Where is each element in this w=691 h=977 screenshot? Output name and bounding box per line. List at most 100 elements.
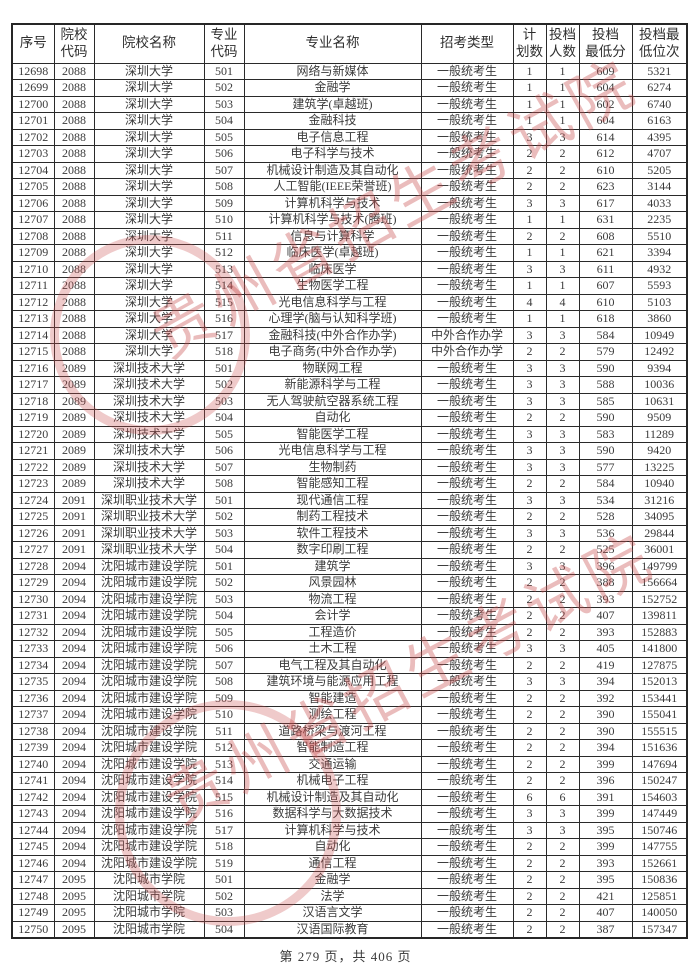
table-cell: 507 <box>203 458 245 476</box>
table-cell: 2 <box>545 475 580 493</box>
table-cell: 2094 <box>53 689 95 707</box>
table-cell: 504 <box>203 541 245 559</box>
table-cell: 一般统考生 <box>420 574 514 592</box>
page-footer: 第 279 页，共 406 页 <box>279 949 412 964</box>
table-cell: 一般统考生 <box>420 887 514 905</box>
table-cell: 智能感知工程 <box>243 475 422 493</box>
table-cell: 风景园林 <box>243 574 422 592</box>
table-cell: 12730 <box>11 590 55 608</box>
table-cell: 深圳技术大学 <box>93 425 205 443</box>
table-cell: 深圳职业技术大学 <box>93 508 205 526</box>
table-cell: 12492 <box>631 343 688 361</box>
table-cell: 508 <box>203 673 245 691</box>
table-row: 12750 2095 沈阳城市学院 504 汉语国际教育 一般统考生 2 2 387 157347 <box>11 920 688 938</box>
table-cell: 2088 <box>53 211 95 229</box>
table-cell: 6740 <box>631 95 688 113</box>
table-cell: 3 <box>545 376 580 394</box>
table-cell: 154603 <box>631 788 688 806</box>
table-row: 12716 2089 深圳技术大学 501 物联网工程 一般统考生 3 3 590 9394 <box>11 359 688 377</box>
table-cell: 1 <box>545 112 580 130</box>
table-row: 12705 2088 深圳大学 508 人工智能(IEEE荣誉班) 一般统考生 2 2 623 3… <box>11 178 688 196</box>
table-cell: 511 <box>203 722 245 740</box>
table-cell: 深圳大学 <box>93 128 205 146</box>
table-cell: 2091 <box>53 524 95 542</box>
table-cell: 2091 <box>53 541 95 559</box>
table-cell: 机械电子工程 <box>243 772 422 790</box>
table-cell: 一般统考生 <box>420 524 514 542</box>
table-cell: 12736 <box>11 689 55 707</box>
table-row: 12711 2088 深圳大学 514 生物医学工程 一般统考生 1 1 607 5593 <box>11 277 688 295</box>
table-cell: 3 <box>512 640 547 658</box>
table-cell: 3 <box>512 458 547 476</box>
table-cell: 2095 <box>53 904 95 922</box>
table-cell: 534 <box>578 491 633 509</box>
table-cell: 9394 <box>631 359 688 377</box>
table-cell: 29844 <box>631 524 688 542</box>
table-cell: 1 <box>545 79 580 97</box>
table-cell: 2094 <box>53 607 95 625</box>
table-cell: 612 <box>578 145 633 163</box>
table-cell: 自动化 <box>243 409 422 427</box>
table-cell: 395 <box>578 821 633 839</box>
table-cell: 沈阳城市学院 <box>93 871 205 889</box>
table-cell: 3 <box>512 557 547 575</box>
table-cell: 2095 <box>53 871 95 889</box>
table-cell: 12723 <box>11 475 55 493</box>
table-cell: 12705 <box>11 178 55 196</box>
table-cell: 2088 <box>53 128 95 146</box>
table-cell: 工程造价 <box>243 623 422 641</box>
table-cell: 法学 <box>243 887 422 905</box>
table-cell: 10631 <box>631 392 688 410</box>
table-row: 12700 2088 深圳大学 503 建筑学(卓越班) 一般统考生 1 1 602 6740 <box>11 95 688 113</box>
table-cell: 513 <box>203 260 245 278</box>
table-cell: 人工智能(IEEE荣誉班) <box>243 178 422 196</box>
table-cell: 一般统考生 <box>420 491 514 509</box>
table-cell: 2 <box>512 871 547 889</box>
table-cell: 2094 <box>53 739 95 757</box>
table-row: 12722 2089 深圳技术大学 507 生物制药 一般统考生 3 3 577 13225 <box>11 458 688 476</box>
table-cell: 物流工程 <box>243 590 422 608</box>
table-cell: 2 <box>512 590 547 608</box>
table-cell: 151636 <box>631 739 688 757</box>
table-cell: 391 <box>578 788 633 806</box>
table-cell: 2 <box>545 920 580 938</box>
table-cell: 12724 <box>11 491 55 509</box>
table-cell: 建筑学(卓越班) <box>243 95 422 113</box>
table-cell: 506 <box>203 145 245 163</box>
table-cell: 393 <box>578 590 633 608</box>
table-cell: 501 <box>203 359 245 377</box>
table-cell: 深圳技术大学 <box>93 409 205 427</box>
table-cell: 2094 <box>53 722 95 740</box>
table-cell: 2 <box>512 772 547 790</box>
table-cell: 一般统考生 <box>420 838 514 856</box>
table-cell: 2 <box>545 887 580 905</box>
table-cell: 2088 <box>53 260 95 278</box>
table-row: 12748 2095 沈阳城市学院 502 法学 一般统考生 2 2 421 125851 <box>11 887 688 905</box>
table-row: 12712 2088 深圳大学 515 光电信息科学与工程 一般统考生 4 4 610 5103 <box>11 293 688 311</box>
table-cell: 584 <box>578 326 633 344</box>
table-cell: 3 <box>545 805 580 823</box>
table-cell: 一般统考生 <box>420 640 514 658</box>
table-row: 12708 2088 深圳大学 511 信息与计算科学 一般统考生 2 2 608 5510 <box>11 227 688 245</box>
table-cell: 2 <box>545 706 580 724</box>
table-cell: 计算机科学与技术 <box>243 194 422 212</box>
table-cell: 13225 <box>631 458 688 476</box>
table-cell: 心理学(脑与认知科学班) <box>243 310 422 328</box>
table-cell: 1 <box>512 95 547 113</box>
table-cell: 12712 <box>11 293 55 311</box>
table-cell: 3 <box>512 326 547 344</box>
table-row: 12728 2094 沈阳城市建设学院 501 建筑学 一般统考生 3 3 396 149799 <box>11 557 688 575</box>
table-cell: 一般统考生 <box>420 227 514 245</box>
table-cell: 12747 <box>11 871 55 889</box>
table-cell: 155515 <box>631 722 688 740</box>
table-row: 12707 2088 深圳大学 510 计算机科学与技术(腾班) 一般统考生 1 1 631 22… <box>11 211 688 229</box>
table-cell: 394 <box>578 739 633 757</box>
table-row: 12744 2094 沈阳城市建设学院 517 计算机科学与技术 一般统考生 3 3 395 15… <box>11 821 688 839</box>
table-cell: 一般统考生 <box>420 442 514 460</box>
table-cell: 3 <box>545 392 580 410</box>
table-cell: 2088 <box>53 277 95 295</box>
table-cell: 深圳大学 <box>93 62 205 80</box>
table-cell: 深圳技术大学 <box>93 359 205 377</box>
table-cell: 2 <box>545 854 580 872</box>
table-cell: 沈阳城市建设学院 <box>93 739 205 757</box>
